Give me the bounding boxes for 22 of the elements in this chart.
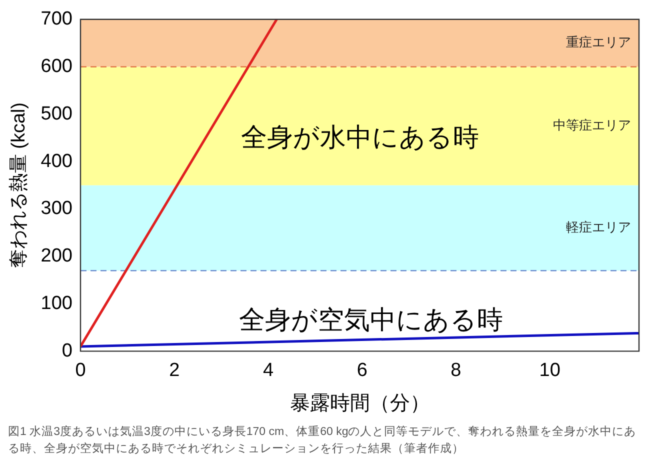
- y-tick-label: 300: [40, 198, 72, 220]
- y-tick-label: 700: [40, 8, 72, 30]
- y-tick-label: 200: [40, 246, 72, 267]
- caption: 図1 水温3度あるいは気温3度の中にいる身長170 cm、体重60 kgの人と同等モデルで、奪われる熱量を全身が水中にある時、全身が空気中にある時でそれぞれシミュレーションを行った結果（筆者作成）: [8, 424, 638, 457]
- series-label: 全身が空気中にある時: [238, 304, 503, 335]
- band-label: 重症エリア: [566, 34, 631, 50]
- x-tick-label: 0: [75, 360, 86, 381]
- x-tick-label: 6: [356, 360, 368, 381]
- y-tick-label: 0: [62, 340, 72, 362]
- y-tick-label: 600: [40, 56, 72, 78]
- x-tick-label: 4: [262, 360, 274, 381]
- x-tick-label: 2: [169, 360, 180, 381]
- y-tick-label: 500: [40, 103, 72, 124]
- band-label: 軽症エリア: [566, 220, 631, 235]
- y-tick-label: 400: [40, 150, 72, 172]
- y-axis-title: 奪われる熱量 (kcal): [8, 102, 30, 268]
- band-label: 中等症エリア: [553, 118, 631, 133]
- x-tick-label: 8: [450, 360, 462, 381]
- y-tick-label: 100: [40, 293, 72, 314]
- x-axis-title: 暴露時間（分）: [290, 392, 430, 415]
- x-tick-label: 10: [539, 360, 560, 381]
- series-label: 全身が水中にある時: [240, 122, 479, 152]
